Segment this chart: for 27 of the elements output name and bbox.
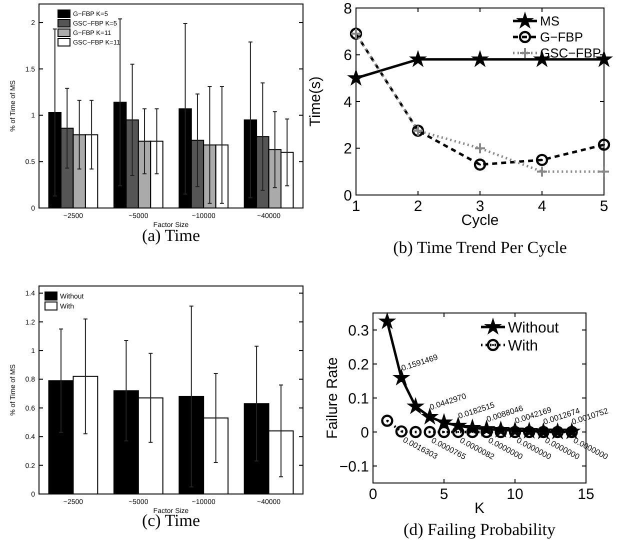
y-tick-label: 6 [344, 47, 352, 64]
x-axis-title: K [474, 500, 485, 517]
x-tick-label: 10 [506, 486, 524, 503]
x-axis-title: Cycle [461, 212, 499, 229]
x-tick-label: 15 [578, 486, 594, 503]
legend-label: MS [540, 14, 560, 29]
text: (b) Time Trend Per Cycle [393, 238, 567, 257]
text: (a) Time [142, 226, 200, 245]
y-axis-title: Failure Rate [324, 357, 341, 439]
x-tick-label: 3 [476, 198, 484, 215]
legend-label: With [508, 337, 538, 354]
x-tick-label: 5 [440, 486, 448, 503]
y-tick-label: 8 [344, 0, 352, 18]
x-tick-label: 2 [414, 198, 422, 215]
x-tick-label: 4 [538, 198, 546, 215]
text: (d) Failing Probability [403, 520, 556, 539]
x-tick-label: 5 [600, 198, 608, 215]
y-tick-label: 0.3 [348, 322, 369, 340]
y-axis-title: Time(s) [307, 76, 324, 127]
y-tick-label: 0.1 [348, 390, 369, 408]
y-tick-label: −0.1 [339, 458, 369, 476]
legend-label: Without [508, 319, 560, 336]
y-tick-label: 2 [344, 140, 352, 158]
legend-label: G−FBP [540, 30, 583, 45]
y-tick-label: 0.2 [348, 356, 369, 374]
y-tick-label: 4 [344, 94, 352, 111]
y-tick-label: 0 [360, 424, 369, 442]
